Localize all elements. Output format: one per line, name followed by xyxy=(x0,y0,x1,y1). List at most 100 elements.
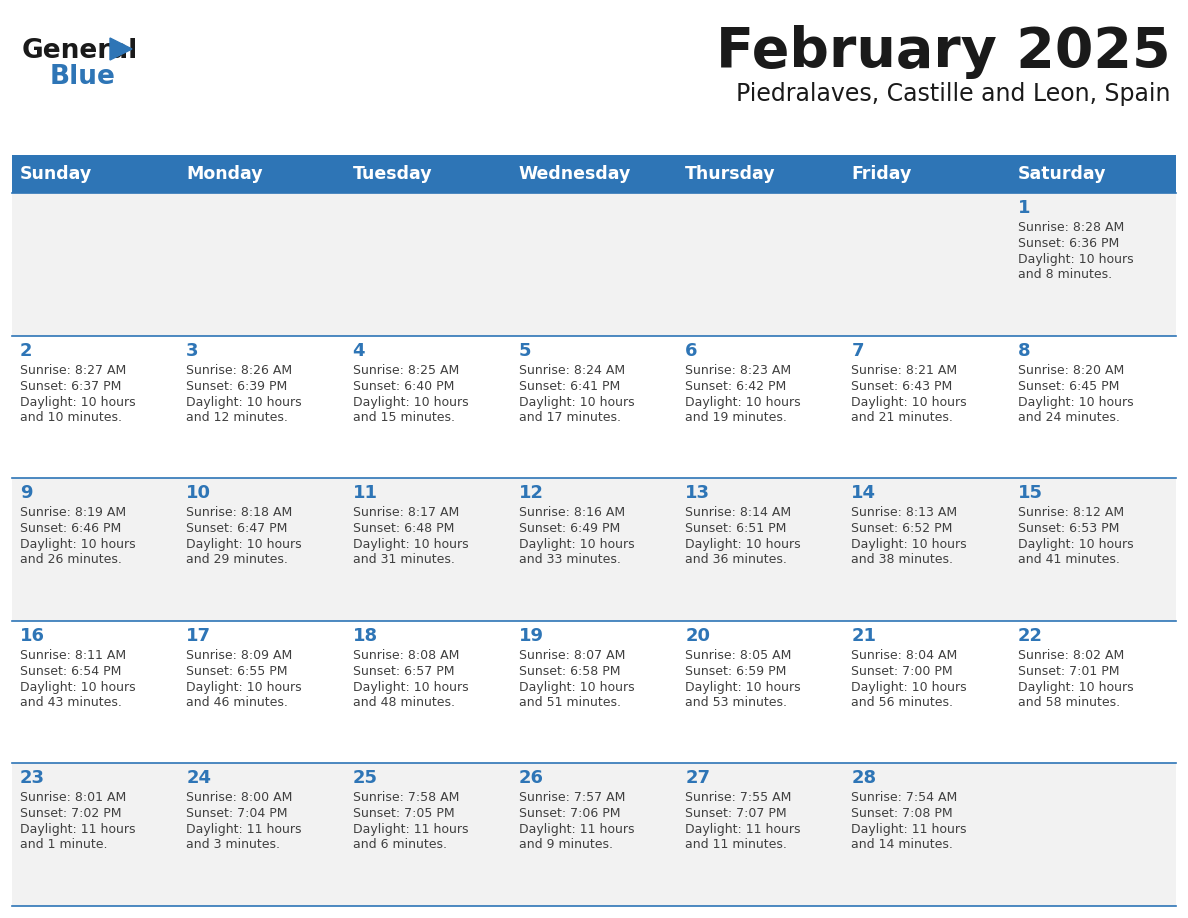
Text: Sunset: 7:01 PM: Sunset: 7:01 PM xyxy=(1018,665,1119,677)
Text: Sunrise: 8:07 AM: Sunrise: 8:07 AM xyxy=(519,649,625,662)
Text: Daylight: 11 hours
and 9 minutes.: Daylight: 11 hours and 9 minutes. xyxy=(519,823,634,851)
Text: Sunset: 6:57 PM: Sunset: 6:57 PM xyxy=(353,665,454,677)
Text: 5: 5 xyxy=(519,341,531,360)
Bar xyxy=(12,478,1176,621)
Text: 6: 6 xyxy=(685,341,697,360)
Text: Saturday: Saturday xyxy=(1018,165,1106,183)
Text: Daylight: 10 hours
and 51 minutes.: Daylight: 10 hours and 51 minutes. xyxy=(519,681,634,709)
Text: Sunrise: 8:19 AM: Sunrise: 8:19 AM xyxy=(20,506,126,520)
Text: 11: 11 xyxy=(353,484,378,502)
Text: Daylight: 11 hours
and 1 minute.: Daylight: 11 hours and 1 minute. xyxy=(20,823,135,851)
Text: Sunset: 7:04 PM: Sunset: 7:04 PM xyxy=(187,808,287,821)
Text: Sunrise: 7:55 AM: Sunrise: 7:55 AM xyxy=(685,791,791,804)
Text: Daylight: 10 hours
and 21 minutes.: Daylight: 10 hours and 21 minutes. xyxy=(852,396,967,423)
Text: Sunset: 7:00 PM: Sunset: 7:00 PM xyxy=(852,665,953,677)
Text: 4: 4 xyxy=(353,341,365,360)
Text: February 2025: February 2025 xyxy=(716,25,1171,79)
Text: 22: 22 xyxy=(1018,627,1043,644)
Text: Sunrise: 8:02 AM: Sunrise: 8:02 AM xyxy=(1018,649,1124,662)
Bar xyxy=(12,155,178,193)
Text: Sunset: 6:51 PM: Sunset: 6:51 PM xyxy=(685,522,786,535)
Text: Sunrise: 8:09 AM: Sunrise: 8:09 AM xyxy=(187,649,292,662)
Text: Sunrise: 8:12 AM: Sunrise: 8:12 AM xyxy=(1018,506,1124,520)
Text: Sunrise: 8:21 AM: Sunrise: 8:21 AM xyxy=(852,364,958,376)
Bar xyxy=(12,336,1176,478)
Text: Daylight: 10 hours
and 36 minutes.: Daylight: 10 hours and 36 minutes. xyxy=(685,538,801,566)
Bar xyxy=(843,155,1010,193)
Text: 27: 27 xyxy=(685,769,710,788)
Text: Daylight: 10 hours
and 53 minutes.: Daylight: 10 hours and 53 minutes. xyxy=(685,681,801,709)
Text: Monday: Monday xyxy=(187,165,263,183)
Text: Sunset: 6:42 PM: Sunset: 6:42 PM xyxy=(685,380,786,393)
Text: 21: 21 xyxy=(852,627,877,644)
Text: Sunset: 7:05 PM: Sunset: 7:05 PM xyxy=(353,808,454,821)
Text: Sunset: 6:55 PM: Sunset: 6:55 PM xyxy=(187,665,287,677)
Text: Sunrise: 7:58 AM: Sunrise: 7:58 AM xyxy=(353,791,459,804)
Text: General: General xyxy=(23,38,138,64)
Text: Sunrise: 7:54 AM: Sunrise: 7:54 AM xyxy=(852,791,958,804)
Text: Sunrise: 8:28 AM: Sunrise: 8:28 AM xyxy=(1018,221,1124,234)
Text: Sunset: 7:08 PM: Sunset: 7:08 PM xyxy=(852,808,953,821)
Text: 25: 25 xyxy=(353,769,378,788)
Text: Tuesday: Tuesday xyxy=(353,165,432,183)
Text: 10: 10 xyxy=(187,484,211,502)
Text: Sunset: 6:39 PM: Sunset: 6:39 PM xyxy=(187,380,287,393)
Text: Daylight: 11 hours
and 14 minutes.: Daylight: 11 hours and 14 minutes. xyxy=(852,823,967,851)
Text: Sunset: 6:41 PM: Sunset: 6:41 PM xyxy=(519,380,620,393)
Text: Piedralaves, Castille and Leon, Spain: Piedralaves, Castille and Leon, Spain xyxy=(737,82,1171,106)
Bar xyxy=(345,155,511,193)
Text: 7: 7 xyxy=(852,341,864,360)
Text: Sunset: 6:45 PM: Sunset: 6:45 PM xyxy=(1018,380,1119,393)
Text: Daylight: 10 hours
and 33 minutes.: Daylight: 10 hours and 33 minutes. xyxy=(519,538,634,566)
Text: 14: 14 xyxy=(852,484,877,502)
Text: Sunset: 6:48 PM: Sunset: 6:48 PM xyxy=(353,522,454,535)
Text: Daylight: 10 hours
and 29 minutes.: Daylight: 10 hours and 29 minutes. xyxy=(187,538,302,566)
Text: Daylight: 10 hours
and 24 minutes.: Daylight: 10 hours and 24 minutes. xyxy=(1018,396,1133,423)
Text: 20: 20 xyxy=(685,627,710,644)
Text: Sunset: 6:52 PM: Sunset: 6:52 PM xyxy=(852,522,953,535)
Text: 2: 2 xyxy=(20,341,32,360)
Text: Sunset: 6:36 PM: Sunset: 6:36 PM xyxy=(1018,237,1119,250)
Text: Daylight: 10 hours
and 41 minutes.: Daylight: 10 hours and 41 minutes. xyxy=(1018,538,1133,566)
Text: Sunrise: 8:14 AM: Sunrise: 8:14 AM xyxy=(685,506,791,520)
Text: Daylight: 10 hours
and 46 minutes.: Daylight: 10 hours and 46 minutes. xyxy=(187,681,302,709)
Text: Sunrise: 8:16 AM: Sunrise: 8:16 AM xyxy=(519,506,625,520)
Text: Sunrise: 8:24 AM: Sunrise: 8:24 AM xyxy=(519,364,625,376)
Text: 13: 13 xyxy=(685,484,710,502)
Text: Daylight: 11 hours
and 11 minutes.: Daylight: 11 hours and 11 minutes. xyxy=(685,823,801,851)
Text: Daylight: 10 hours
and 19 minutes.: Daylight: 10 hours and 19 minutes. xyxy=(685,396,801,423)
Bar xyxy=(12,193,1176,336)
Text: 18: 18 xyxy=(353,627,378,644)
Text: Daylight: 10 hours
and 31 minutes.: Daylight: 10 hours and 31 minutes. xyxy=(353,538,468,566)
Text: 17: 17 xyxy=(187,627,211,644)
Text: Sunrise: 7:57 AM: Sunrise: 7:57 AM xyxy=(519,791,625,804)
Text: Sunrise: 8:04 AM: Sunrise: 8:04 AM xyxy=(852,649,958,662)
Text: 23: 23 xyxy=(20,769,45,788)
Text: Sunset: 7:07 PM: Sunset: 7:07 PM xyxy=(685,808,786,821)
Polygon shape xyxy=(110,38,132,60)
Text: Daylight: 10 hours
and 26 minutes.: Daylight: 10 hours and 26 minutes. xyxy=(20,538,135,566)
Text: Daylight: 10 hours
and 17 minutes.: Daylight: 10 hours and 17 minutes. xyxy=(519,396,634,423)
Text: Sunset: 7:06 PM: Sunset: 7:06 PM xyxy=(519,808,620,821)
Text: Sunrise: 8:25 AM: Sunrise: 8:25 AM xyxy=(353,364,459,376)
Text: 8: 8 xyxy=(1018,341,1030,360)
Text: Sunset: 6:46 PM: Sunset: 6:46 PM xyxy=(20,522,121,535)
Text: Sunset: 6:47 PM: Sunset: 6:47 PM xyxy=(187,522,287,535)
Text: Sunday: Sunday xyxy=(20,165,93,183)
Text: Thursday: Thursday xyxy=(685,165,776,183)
Text: Daylight: 10 hours
and 10 minutes.: Daylight: 10 hours and 10 minutes. xyxy=(20,396,135,423)
Text: Daylight: 10 hours
and 38 minutes.: Daylight: 10 hours and 38 minutes. xyxy=(852,538,967,566)
Text: 1: 1 xyxy=(1018,199,1030,217)
Text: 26: 26 xyxy=(519,769,544,788)
Text: Sunset: 6:58 PM: Sunset: 6:58 PM xyxy=(519,665,620,677)
Text: 16: 16 xyxy=(20,627,45,644)
Text: 19: 19 xyxy=(519,627,544,644)
Text: Sunset: 6:53 PM: Sunset: 6:53 PM xyxy=(1018,522,1119,535)
Text: Sunrise: 8:05 AM: Sunrise: 8:05 AM xyxy=(685,649,791,662)
Text: Daylight: 10 hours
and 56 minutes.: Daylight: 10 hours and 56 minutes. xyxy=(852,681,967,709)
Text: Daylight: 10 hours
and 48 minutes.: Daylight: 10 hours and 48 minutes. xyxy=(353,681,468,709)
Text: Sunrise: 8:01 AM: Sunrise: 8:01 AM xyxy=(20,791,126,804)
Text: 9: 9 xyxy=(20,484,32,502)
Text: Daylight: 10 hours
and 15 minutes.: Daylight: 10 hours and 15 minutes. xyxy=(353,396,468,423)
Text: 28: 28 xyxy=(852,769,877,788)
